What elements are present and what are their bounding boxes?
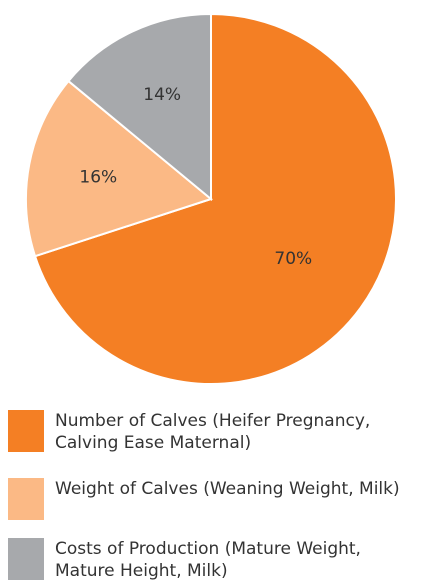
legend-item: Number of Calves (Heifer Pregnancy, Calv… xyxy=(8,410,428,454)
legend-label: Costs of Production (Mature Weight, Matu… xyxy=(55,539,361,581)
legend-label: Number of Calves (Heifer Pregnancy, Calv… xyxy=(55,411,371,453)
legend-item: Weight of Calves (Weaning Weight, Milk) xyxy=(8,478,428,520)
legend-swatch xyxy=(8,410,44,452)
pie-slice xyxy=(25,79,214,258)
legend-item: Costs of Production (Mature Weight, Matu… xyxy=(8,538,428,582)
slice-label: 16% xyxy=(79,168,117,188)
legend-swatch xyxy=(8,538,44,580)
slice-label: 14% xyxy=(143,85,181,105)
slice-label: 70% xyxy=(274,249,312,269)
chart: 70% 16% 14% xyxy=(25,12,397,385)
pie-slice xyxy=(33,12,397,385)
legend-label: Weight of Calves (Weaning Weight, Milk) xyxy=(55,479,400,499)
pie-slice xyxy=(67,12,212,202)
legend-swatch xyxy=(8,478,44,520)
